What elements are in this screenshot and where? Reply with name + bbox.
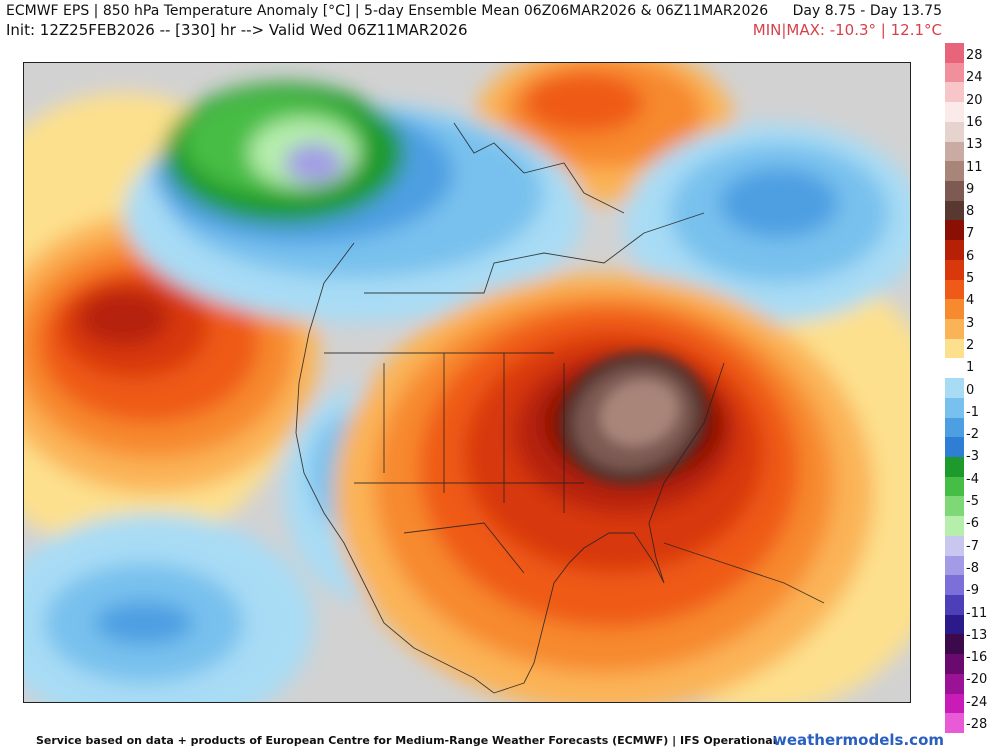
legend-label: -9 (966, 583, 979, 599)
legend-swatch (945, 378, 964, 399)
legend-label: 3 (966, 315, 975, 331)
init-valid-line: Init: 12Z25FEB2026 -- [330] hr --> Valid… (6, 21, 468, 39)
legend-label: 4 (966, 293, 975, 309)
legend-label: 24 (966, 70, 983, 86)
legend-label: 13 (966, 137, 983, 153)
legend-label: 28 (966, 48, 983, 63)
legend-label: -28 (966, 717, 988, 732)
legend-label: 16 (966, 114, 983, 130)
legend-label: -3 (966, 449, 979, 465)
legend-swatch (945, 476, 964, 497)
legend-swatch (945, 516, 964, 537)
legend-swatch (945, 535, 964, 557)
legend-swatch (945, 161, 964, 182)
legend-swatch (945, 713, 964, 734)
legend-swatch (945, 102, 964, 123)
legend-swatch (945, 141, 964, 162)
legend-swatch (945, 121, 964, 143)
legend-label: -7 (966, 538, 979, 554)
legend-label: 8 (966, 204, 975, 220)
legend-label: 1 (966, 360, 975, 376)
anomaly-field (24, 63, 910, 702)
map-title: ECMWF EPS | 850 hPa Temperature Anomaly … (6, 3, 769, 19)
legend-swatch (945, 634, 964, 655)
legend-label: -6 (966, 516, 979, 532)
legend-swatch (945, 220, 964, 241)
legend-label: -8 (966, 560, 979, 576)
legend-swatch (945, 82, 964, 103)
legend-label: -4 (966, 471, 979, 487)
legend-swatch (945, 319, 964, 340)
legend-label: 20 (966, 92, 983, 108)
legend-label: -16 (966, 650, 988, 666)
data-source-credit: Service based on data + products of Euro… (36, 734, 777, 747)
legend-label: 2 (966, 337, 975, 353)
legend-swatch (945, 240, 964, 261)
legend-swatch (945, 575, 964, 596)
legend-swatch (945, 338, 964, 359)
legend-swatch (945, 279, 964, 300)
legend-label: 7 (966, 226, 975, 242)
legend-label: -1 (966, 404, 979, 420)
min-max-readout: MIN|MAX: -10.3° | 12.1°C (752, 21, 942, 39)
legend-label: 11 (966, 159, 983, 175)
legend-swatch (945, 673, 964, 695)
legend-swatch (945, 417, 964, 438)
legend-swatch (945, 437, 964, 458)
legend-label: -20 (966, 672, 988, 688)
legend-swatch (945, 457, 964, 478)
legend-swatch (945, 200, 964, 221)
legend-label: 9 (966, 181, 975, 197)
anomaly-map (23, 62, 911, 703)
color-legend: 28 24 20 16 13 11 9 8 7 6 5 4 3 2 1 0 -1 -2 -3 -4 -5 -6 -7 -8 -9… (942, 43, 1000, 734)
legend-label: 5 (966, 271, 975, 286)
legend-swatch (945, 358, 964, 379)
legend-label: -2 (966, 427, 979, 443)
legend-label: 6 (966, 248, 975, 264)
legend-swatch (945, 397, 964, 419)
legend-swatch (945, 595, 964, 616)
legend-label: -5 (966, 494, 979, 509)
legend-label: -13 (966, 627, 988, 643)
legend-swatch (945, 43, 964, 64)
legend-swatch (945, 654, 964, 675)
legend-label: -24 (966, 694, 988, 710)
legend-swatch (945, 614, 964, 635)
legend-swatch (945, 693, 964, 714)
legend-swatch (945, 496, 964, 517)
legend-swatch (945, 259, 964, 281)
legend-swatch (945, 299, 964, 320)
legend-swatch (945, 555, 964, 576)
legend-swatch (945, 181, 964, 202)
forecast-range: Day 8.75 - Day 13.75 (792, 3, 942, 19)
legend-label: -11 (966, 605, 988, 621)
website-link[interactable]: weathermodels.com (772, 731, 944, 749)
legend-label: 0 (966, 382, 975, 398)
legend-swatch (945, 62, 964, 83)
